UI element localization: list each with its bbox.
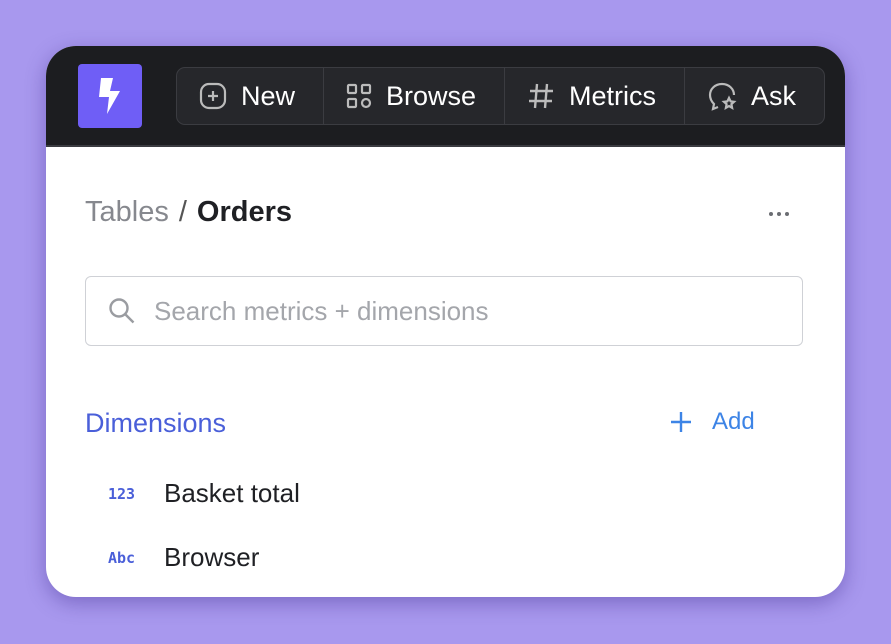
nav-label: Browse	[386, 80, 477, 111]
add-dimension-button[interactable]: Add	[670, 408, 755, 436]
top-bar: New Browse Metrics Ask	[46, 46, 845, 147]
section-title: Dimensions	[85, 408, 227, 438]
chat-star-icon	[708, 82, 737, 111]
breadcrumb-parent[interactable]: Tables	[85, 196, 169, 228]
list-item[interactable]: Abc Browser	[108, 542, 259, 573]
text-type-icon: Abc	[108, 548, 136, 567]
dimension-label: Browser	[164, 542, 260, 572]
search-box	[85, 276, 803, 346]
lightning-icon	[99, 78, 120, 114]
app-window: New Browse Metrics Ask Tables / Orders Dim…	[46, 46, 845, 597]
grid-icon	[346, 83, 372, 109]
nav-label: New	[241, 80, 296, 111]
nav-metrics[interactable]: Metrics	[505, 68, 686, 124]
dimension-label: Basket total	[164, 478, 300, 508]
nav-new[interactable]: New	[177, 68, 325, 124]
plus-square-icon	[199, 82, 227, 110]
nav-label: Metrics	[569, 80, 657, 111]
breadcrumb-separator: /	[178, 196, 187, 228]
logo[interactable]	[78, 64, 142, 128]
dot	[785, 212, 789, 216]
page-title: Orders	[196, 196, 292, 228]
search-input[interactable]	[152, 294, 756, 328]
main-nav: New Browse Metrics Ask	[176, 67, 826, 125]
number-type-icon: 123	[108, 484, 136, 503]
plus-icon	[671, 412, 691, 432]
add-label: Add	[712, 408, 755, 435]
more-options-button[interactable]	[762, 201, 796, 227]
dot	[769, 212, 773, 216]
hash-icon	[529, 83, 554, 109]
list-item[interactable]: 123 Basket total	[108, 478, 300, 509]
nav-label: Ask	[751, 80, 797, 111]
nav-browse[interactable]: Browse	[324, 68, 506, 124]
nav-ask[interactable]: Ask	[685, 68, 824, 124]
breadcrumb: Tables / Orders	[85, 196, 292, 229]
search-icon	[109, 298, 135, 324]
dot	[777, 212, 781, 216]
